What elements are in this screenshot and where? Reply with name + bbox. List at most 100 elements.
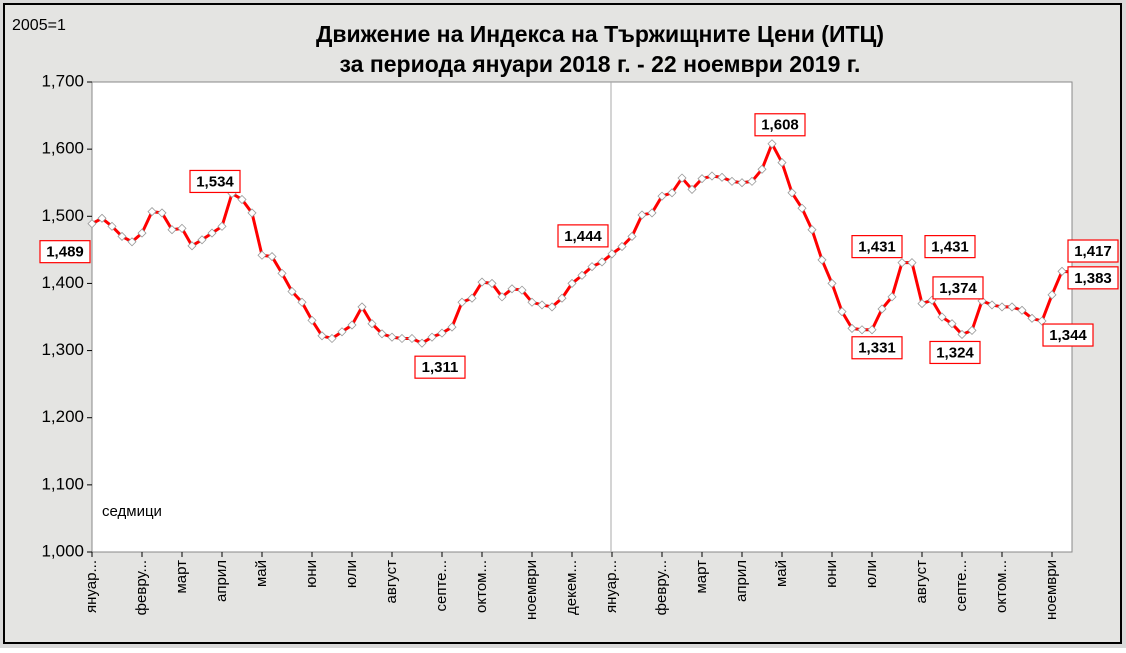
value-label: 1,311 [422, 359, 459, 376]
point-marker [457, 297, 467, 307]
value-label: 1,383 [1074, 270, 1112, 287]
unit-label: 2005=1 [12, 17, 66, 34]
value-label-box [851, 336, 903, 360]
point-marker [987, 300, 997, 310]
value-label: 1,444 [564, 228, 602, 245]
x-tick-label: май [253, 560, 270, 587]
point-marker [527, 297, 537, 307]
point-marker [547, 302, 557, 312]
value-label-box [39, 240, 91, 264]
point-marker [217, 221, 227, 231]
x-tick-label: юли [343, 560, 360, 588]
y-tick-label: 1,100 [41, 474, 84, 493]
point-marker [387, 332, 397, 342]
point-marker [777, 158, 787, 168]
point-marker [167, 225, 177, 235]
x-tick-label: февру... [133, 560, 150, 615]
point-marker [317, 331, 327, 341]
x-tick-label: януар... [603, 560, 620, 613]
point-marker [187, 241, 197, 251]
point-marker [807, 225, 817, 235]
point-marker [867, 325, 877, 335]
point-marker [437, 328, 447, 338]
point-marker [247, 208, 257, 218]
point-marker [657, 191, 667, 201]
value-label-box [557, 224, 609, 248]
point-marker [367, 319, 377, 329]
point-marker [287, 286, 297, 297]
point-marker [637, 210, 647, 220]
x-tick-label: септе... [433, 560, 450, 612]
point-marker [617, 241, 627, 252]
point-marker [887, 292, 897, 302]
point-marker [817, 255, 827, 265]
point-marker [997, 302, 1007, 312]
point-marker [307, 315, 317, 325]
point-marker [827, 278, 837, 288]
value-label-box [1042, 323, 1094, 347]
y-tick-label: 1,300 [41, 340, 84, 359]
y-tick-label: 1,700 [41, 71, 84, 90]
point-marker [837, 307, 847, 317]
value-label: 1,344 [1049, 327, 1087, 344]
point-marker [667, 188, 677, 198]
point-marker [647, 208, 657, 218]
point-marker [127, 237, 137, 247]
y-tick-label: 1,400 [41, 273, 84, 292]
x-tick-label: април [213, 560, 230, 602]
point-marker [707, 171, 717, 181]
point-marker [847, 323, 857, 333]
point-marker [1017, 305, 1027, 315]
value-label-box [189, 169, 241, 194]
y-tick-label: 1,200 [41, 407, 84, 426]
x-tick-label: април [733, 560, 750, 602]
x-tick-label: ноември [1043, 560, 1060, 620]
point-marker [277, 268, 287, 278]
value-label: 1,608 [761, 117, 799, 134]
point-marker [577, 270, 587, 280]
point-marker [687, 184, 697, 194]
x-axis-label: седмици [102, 503, 162, 520]
point-marker [497, 292, 507, 302]
point-marker [587, 262, 597, 272]
point-marker [797, 203, 807, 213]
y-tick-label: 1,500 [41, 206, 84, 225]
point-marker [377, 329, 387, 339]
point-marker [517, 285, 527, 295]
point-marker [937, 312, 947, 322]
point-marker [237, 194, 247, 205]
point-marker [967, 325, 977, 335]
value-label: 1,431 [858, 239, 896, 256]
point-marker [567, 278, 577, 288]
point-marker [417, 338, 427, 348]
point-marker [357, 302, 367, 312]
point-marker [897, 258, 907, 268]
point-marker [717, 172, 727, 182]
value-label-box [1067, 266, 1119, 290]
point-marker [907, 258, 917, 268]
x-tick-label: февру... [653, 560, 670, 615]
value-label-box [929, 340, 981, 365]
x-tick-label: януар... [83, 560, 100, 613]
x-tick-label: март [693, 560, 710, 594]
value-label: 1,417 [1074, 243, 1112, 260]
point-marker [1037, 316, 1047, 326]
point-marker [1007, 302, 1017, 312]
value-label: 1,431 [931, 239, 969, 256]
point-marker [787, 188, 797, 198]
point-marker [137, 228, 147, 238]
value-label: 1,331 [858, 340, 896, 357]
point-marker [407, 333, 417, 344]
value-label-box [924, 235, 976, 259]
point-marker [487, 278, 497, 288]
y-tick-label: 1,000 [41, 541, 84, 560]
chart-title: Движение на Индекса на Тържищните Цени (… [316, 21, 884, 47]
point-marker [537, 300, 547, 310]
value-label: 1,489 [46, 244, 84, 261]
point-marker [757, 164, 767, 174]
point-marker [1047, 290, 1057, 300]
point-marker [87, 219, 97, 229]
y-tick-label: 1,600 [41, 139, 84, 158]
point-marker [697, 174, 707, 184]
